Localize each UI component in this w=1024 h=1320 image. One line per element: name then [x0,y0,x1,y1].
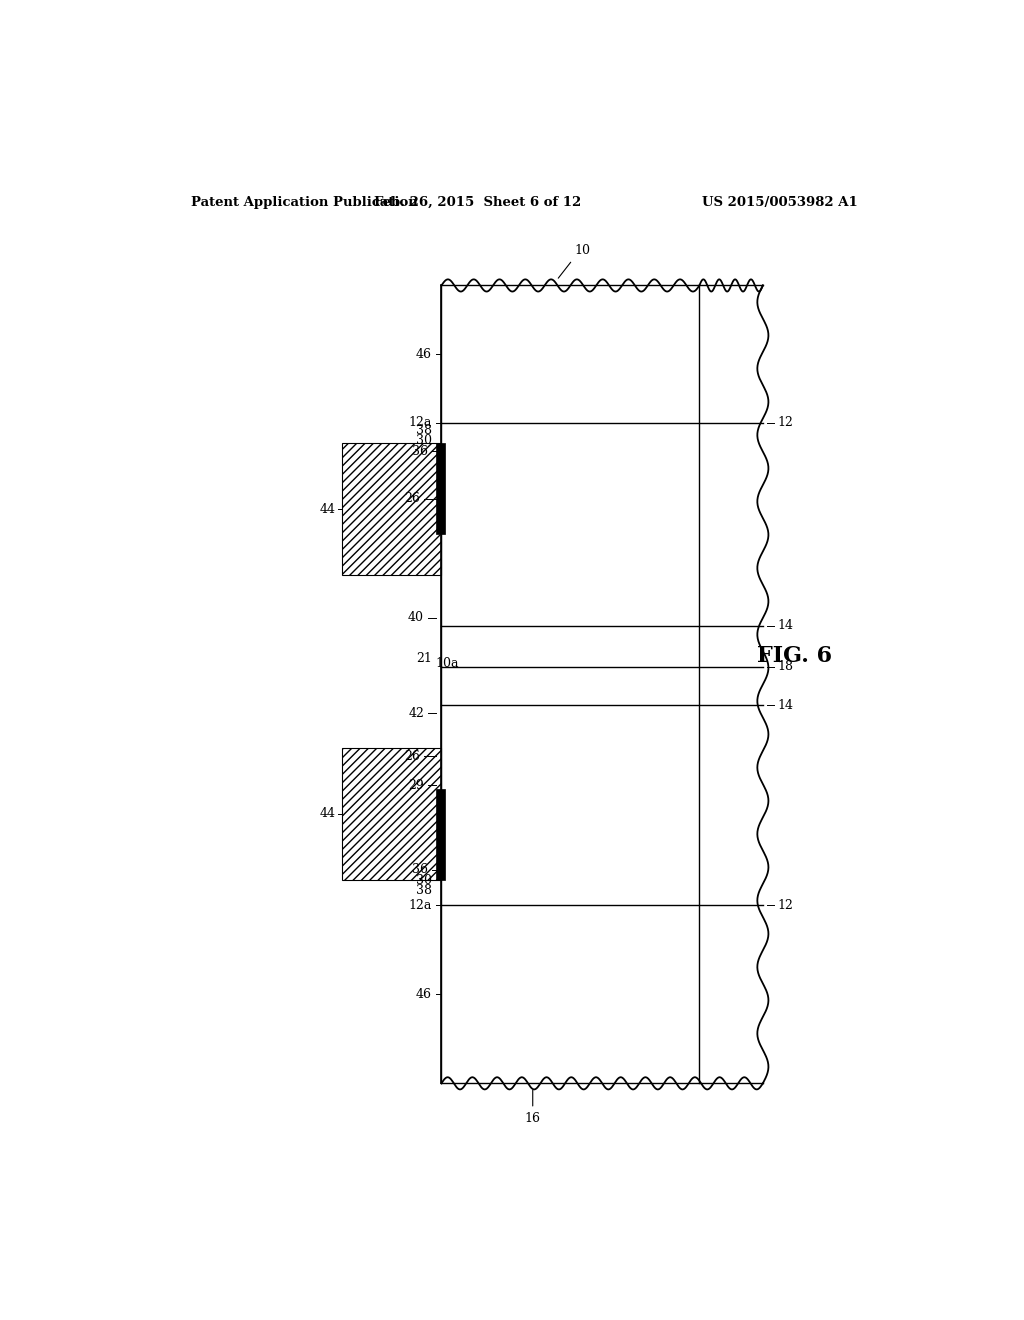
Text: 14: 14 [777,698,794,711]
Text: Feb. 26, 2015  Sheet 6 of 12: Feb. 26, 2015 Sheet 6 of 12 [374,195,581,209]
Bar [342,444,441,576]
Text: 10: 10 [574,244,591,257]
Bar [699,285,763,1084]
Text: Patent Application Publication: Patent Application Publication [191,195,418,209]
Text: 10a: 10a [435,657,459,671]
Text: 18: 18 [777,660,794,673]
Text: 42: 42 [409,706,424,719]
Text: 14: 14 [777,619,794,632]
Text: 38: 38 [416,424,432,437]
Text: 36: 36 [412,863,428,876]
Bar [342,748,441,880]
Text: 30: 30 [416,434,432,447]
Text: 44: 44 [319,503,336,516]
Text: FIG. 6: FIG. 6 [757,645,833,668]
Text: 30: 30 [416,874,432,887]
Text: 12: 12 [777,416,793,429]
Text: 38: 38 [416,883,432,896]
Text: 26: 26 [404,750,420,763]
Text: 44: 44 [319,808,336,821]
Text: 16: 16 [524,1111,541,1125]
Bar [441,626,699,705]
Text: US 2015/0053982 A1: US 2015/0053982 A1 [702,195,858,209]
Text: 36: 36 [412,445,428,458]
Text: 12a: 12a [409,899,432,912]
Text: 29: 29 [409,779,424,792]
Text: 12: 12 [777,899,793,912]
Text: 12a: 12a [409,416,432,429]
Text: 21: 21 [416,652,432,665]
Text: 46: 46 [416,347,432,360]
Text: 26: 26 [404,492,420,506]
Bar [441,285,699,1084]
Bar [436,788,445,880]
Bar [436,444,445,535]
Text: 46: 46 [416,987,432,1001]
Text: 40: 40 [408,611,424,624]
